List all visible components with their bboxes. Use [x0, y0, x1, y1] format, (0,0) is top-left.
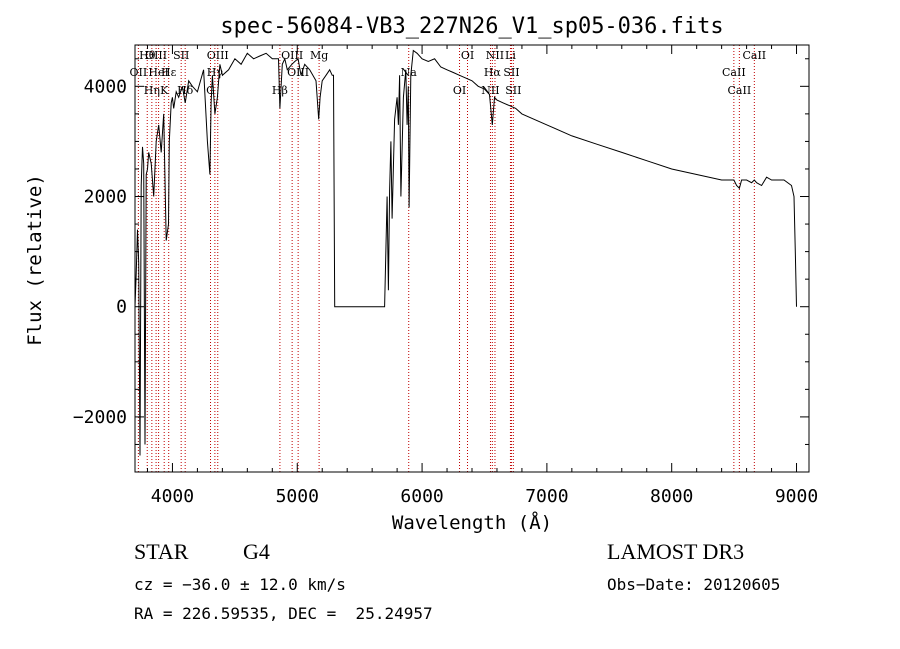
line-label-15: Mg [310, 49, 328, 62]
object-subclass: G4 [243, 539, 270, 564]
y-tick-label-2: 2000 [84, 187, 127, 208]
line-label-11: G [206, 84, 215, 97]
y-tick-label-1: 0 [116, 297, 127, 318]
line-label-22: SII [503, 66, 519, 79]
coords-text: RA = 226.59535, DEC = 25.24957 [134, 604, 433, 623]
line-marker-layer [137, 45, 755, 472]
line-label-19: Hα [484, 66, 502, 79]
line-label-20: NII [481, 84, 499, 97]
obs-date-text: Obs−Date: 20120605 [607, 575, 781, 594]
y-tick-label-3: 4000 [84, 76, 127, 97]
x-tick-label-5: 9000 [775, 486, 818, 507]
line-label-16: Na [401, 66, 418, 79]
x-tick-label-0: 4000 [151, 486, 194, 507]
x-tick-label-1: 5000 [276, 486, 319, 507]
line-label-21: NII [486, 49, 504, 62]
line-label-25: CaII [722, 66, 746, 79]
line-label-10: Hγ [207, 66, 224, 79]
line-label-17: OI [453, 84, 466, 97]
y-axis-label: Flux (relative) [24, 174, 46, 346]
line-label-9: OIII [207, 49, 229, 62]
line-label-1: OII [130, 66, 148, 79]
line-label-6: SII [173, 49, 189, 62]
line-label-14: Hβ [272, 84, 288, 97]
line-label-2: Hη [144, 84, 160, 97]
spectrum-line [134, 49, 797, 456]
line-label-8: Hδ [177, 84, 194, 97]
spectrum-chart: spec-56084-VB3_227N26_V1_sp05-036.fits 4… [24, 14, 818, 534]
line-label-18: OI [461, 49, 474, 62]
x-tick-label-4: 8000 [650, 486, 693, 507]
line-label-12: OIII [281, 49, 303, 62]
line-label-5: K [160, 84, 169, 97]
x-tick-label-3: 7000 [525, 486, 568, 507]
line-label-4: HeI [148, 66, 168, 79]
chart-title: spec-56084-VB3_227N26_V1_sp05-036.fits [220, 14, 723, 39]
x-tick-label-2: 6000 [400, 486, 443, 507]
line-label-24: Li [505, 49, 516, 62]
survey-name: LAMOST DR3 [607, 539, 745, 564]
plot-frame [134, 44, 810, 473]
axis-tick-layer: 4000 5000 6000 7000 8000 9000 −2000 0 2000 4000 [73, 45, 818, 507]
line-label-3: OIII [145, 49, 167, 62]
redshift-text: cz = −36.0 ± 12.0 km/s [134, 575, 346, 594]
line-label-26: CaII [728, 84, 752, 97]
line-label-13: OIII [287, 66, 309, 79]
line-label-0: Hθ [139, 49, 156, 62]
line-label-27: CaII [742, 49, 766, 62]
x-axis-label: Wavelength (Å) [392, 511, 552, 534]
object-class: STAR [134, 539, 189, 564]
line-label-23: SII [505, 84, 521, 97]
y-tick-label-0: −2000 [73, 407, 127, 428]
line-label-7: Hε [161, 66, 177, 79]
